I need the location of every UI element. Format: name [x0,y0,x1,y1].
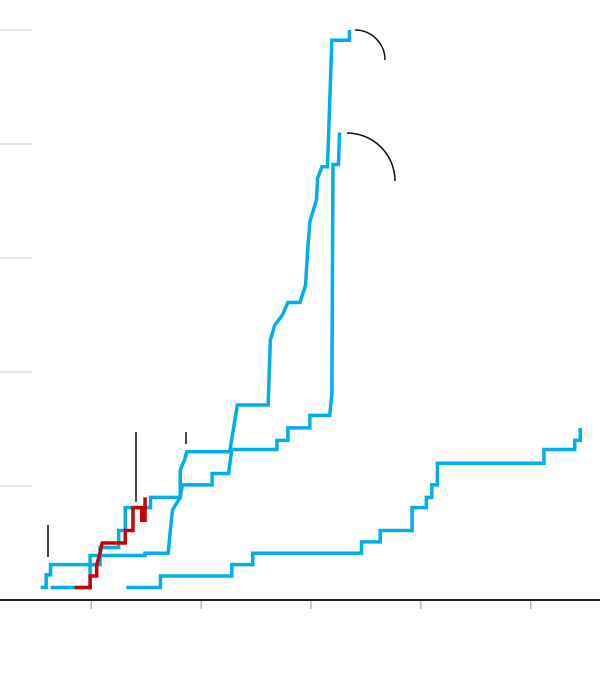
series-line [74,497,147,590]
annotation-arc [354,29,386,61]
series-line [50,132,342,590]
series-line [40,30,352,590]
annotation-arc [346,132,396,182]
series-line [126,427,582,590]
